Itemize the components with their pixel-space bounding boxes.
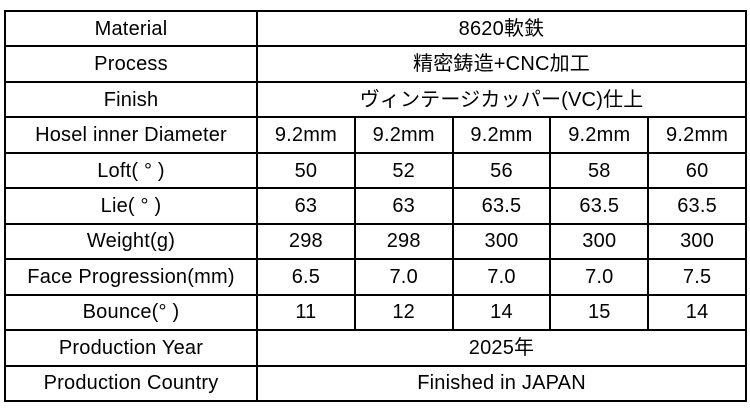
cell: 9.2mm: [647, 116, 748, 154]
cell: 7.0: [549, 258, 650, 296]
cell: 56: [451, 151, 552, 190]
cell: 58: [549, 151, 650, 190]
row-label: Weight(g): [4, 222, 258, 261]
table-row-production-year: Production Year 2025年: [4, 329, 748, 367]
row-label: Hosel inner Diameter: [4, 116, 258, 154]
cell: 9.2mm: [549, 116, 650, 154]
cell: 63.5: [549, 187, 650, 225]
cell: 9.2mm: [353, 116, 454, 154]
cell: 15: [549, 293, 650, 332]
row-label: Production Country: [4, 364, 258, 403]
cell: 63: [256, 187, 356, 225]
cell: 7.0: [353, 258, 454, 296]
row-label: Process: [4, 45, 258, 83]
table-row-finish: Finish ヴィンテージカッパー(VC)仕上: [4, 80, 748, 119]
table-row-process: Process 精密鋳造+CNC加工: [4, 45, 748, 83]
cell: 11: [256, 293, 356, 332]
table-row-material: Material 8620軟鉄: [4, 9, 748, 48]
cell: 6.5: [256, 258, 356, 296]
row-label: Material: [4, 9, 258, 48]
cell: 52: [353, 151, 454, 190]
row-label: Production Year: [4, 329, 258, 367]
table-row-hosel-diameter: Hosel inner Diameter 9.2mm 9.2mm 9.2mm 9…: [4, 116, 748, 154]
cell: 63: [353, 187, 454, 225]
spec-table: Material 8620軟鉄 Process 精密鋳造+CNC加工 Finis…: [4, 9, 748, 403]
cell: 298: [353, 222, 454, 261]
table-row-loft: Loft( ° ) 50 52 56 58 60: [4, 151, 748, 190]
row-value: ヴィンテージカッパー(VC)仕上: [255, 80, 748, 119]
table-row-weight: Weight(g) 298 298 300 300 300: [4, 222, 748, 261]
table-row-production-country: Production Country Finished in JAPAN: [4, 364, 748, 403]
cell: 14: [647, 293, 748, 332]
table-row-lie: Lie( ° ) 63 63 63.5 63.5 63.5: [4, 187, 748, 225]
row-label: Bounce(° ): [4, 293, 258, 332]
cell: 50: [256, 151, 356, 190]
row-label: Face Progression(mm): [4, 258, 258, 296]
cell: 63.5: [647, 187, 748, 225]
cell: 9.2mm: [256, 116, 356, 154]
table-row-bounce: Bounce(° ) 11 12 14 15 14: [4, 293, 748, 332]
row-label: Loft( ° ): [4, 151, 258, 190]
row-value: 8620軟鉄: [255, 9, 748, 48]
row-value: 2025年: [255, 329, 748, 367]
table-row-face-progression: Face Progression(mm) 6.5 7.0 7.0 7.0 7.5: [4, 258, 748, 296]
cell: 7.5: [647, 258, 748, 296]
cell: 7.0: [451, 258, 552, 296]
row-value: 精密鋳造+CNC加工: [255, 45, 748, 83]
cell: 12: [353, 293, 454, 332]
cell: 298: [256, 222, 356, 261]
cell: 300: [451, 222, 552, 261]
cell: 300: [647, 222, 748, 261]
cell: 14: [451, 293, 552, 332]
cell: 300: [549, 222, 650, 261]
cell: 63.5: [451, 187, 552, 225]
row-label: Finish: [4, 80, 258, 119]
cell: 60: [647, 151, 748, 190]
row-label: Lie( ° ): [4, 187, 258, 225]
row-value: Finished in JAPAN: [255, 364, 748, 403]
cell: 9.2mm: [451, 116, 552, 154]
